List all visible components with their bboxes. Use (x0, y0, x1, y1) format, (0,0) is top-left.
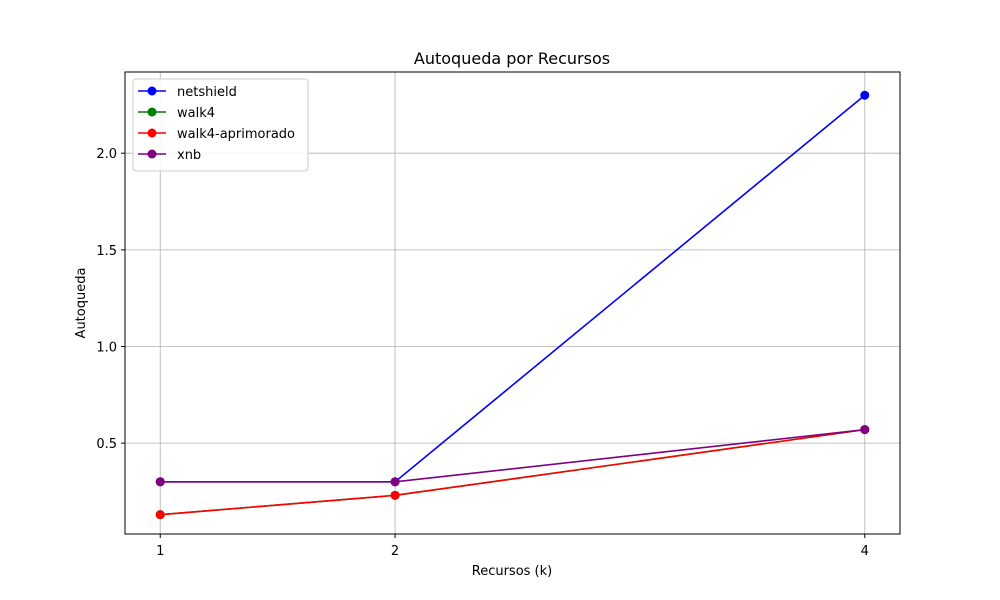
data-point (860, 425, 870, 435)
legend-item: walk4 (138, 106, 215, 121)
x-tick-label: 1 (156, 544, 164, 559)
legend-marker (147, 149, 157, 159)
data-point (390, 477, 400, 487)
legend-box (132, 78, 309, 172)
chart-title: Autoqueda por Recursos (414, 49, 610, 68)
y-tick-label: 1.0 (96, 340, 117, 355)
series-line (160, 428, 865, 516)
data-point (155, 510, 165, 520)
legend-label: walk4 (177, 106, 215, 121)
legend-label: xnb (177, 148, 201, 163)
legend: netshield walk4 walk4-aprimorado xnb (132, 78, 309, 172)
data-point (390, 490, 400, 500)
x-axis-ticks: 1 2 4 (156, 534, 869, 559)
legend-label: walk4-aprimorado (177, 127, 295, 142)
y-tick-label: 2.0 (96, 147, 117, 162)
y-tick-label: 0.5 (96, 437, 117, 452)
legend-marker (147, 86, 157, 96)
legend-marker (147, 107, 157, 117)
plot-frame (124, 71, 901, 535)
y-axis-ticks: 0.5 1.0 1.5 2.0 (96, 147, 125, 452)
x-tick-label: 2 (391, 544, 399, 559)
series-walk4 (155, 425, 870, 520)
x-tick-label: 4 (861, 544, 869, 559)
legend-label: netshield (177, 85, 237, 100)
y-tick-label: 1.5 (96, 244, 117, 259)
legend-item: xnb (138, 148, 201, 163)
series-xnb (155, 425, 870, 487)
series-line (160, 428, 865, 516)
y-axis-label: Autoqueda (74, 268, 89, 339)
series-walk4-aprimorado (155, 425, 870, 520)
x-axis-label: Recursos (k) (472, 564, 552, 579)
data-point (155, 477, 165, 487)
series-lines (155, 90, 870, 520)
series-line (160, 428, 865, 483)
legend-item: netshield (138, 85, 237, 100)
legend-marker (147, 128, 157, 138)
data-point (860, 90, 870, 100)
legend-item: walk4-aprimorado (138, 127, 295, 142)
